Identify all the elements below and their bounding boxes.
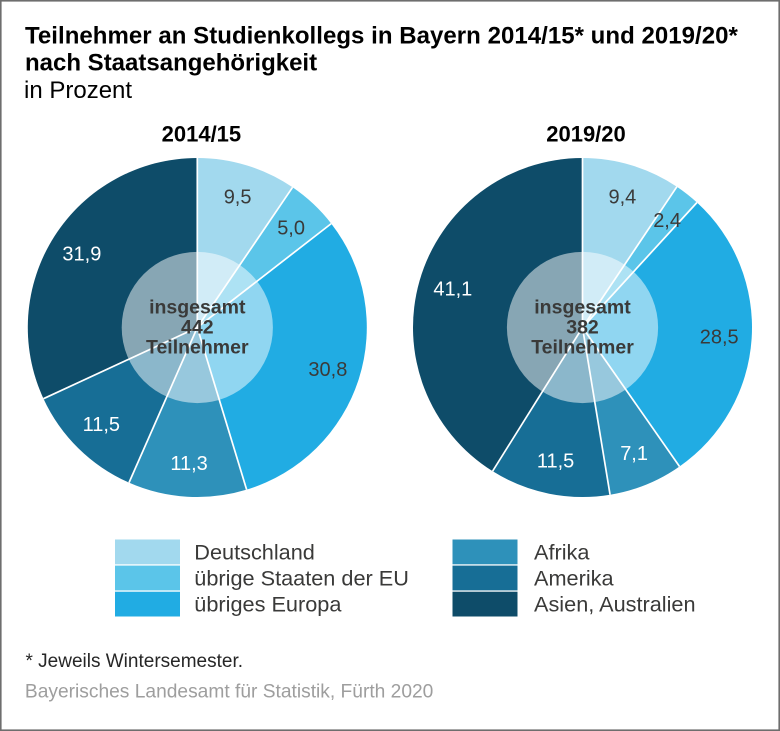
svg-text:2019/20: 2019/20 [546,122,626,147]
svg-text:9,5: 9,5 [224,187,252,209]
svg-text:in Prozent: in Prozent [24,77,132,104]
svg-text:382: 382 [566,317,599,339]
svg-text:Amerika: Amerika [534,566,614,591]
svg-text:Deutschland: Deutschland [194,539,315,564]
svg-text:insgesamt: insgesamt [534,297,631,319]
svg-text:* Jeweils Wintersemester.: * Jeweils Wintersemester. [26,651,244,672]
svg-text:übrige Staaten der EU: übrige Staaten der EU [194,566,409,591]
svg-text:442: 442 [181,317,214,339]
svg-text:30,8: 30,8 [308,359,347,381]
svg-text:7,1: 7,1 [620,443,648,465]
svg-text:2,4: 2,4 [653,210,681,232]
svg-text:Afrika: Afrika [534,539,590,564]
svg-text:Teilnehmer: Teilnehmer [531,337,634,359]
svg-text:Teilnehmer: Teilnehmer [146,337,249,359]
svg-text:2014/15: 2014/15 [162,122,242,147]
svg-text:11,5: 11,5 [83,414,120,436]
svg-text:31,9: 31,9 [62,244,101,266]
svg-text:5,0: 5,0 [277,218,305,240]
svg-text:insgesamt: insgesamt [149,297,246,319]
svg-text:11,5: 11,5 [537,450,574,472]
svg-text:Asien, Australien: Asien, Australien [534,592,696,617]
svg-text:41,1: 41,1 [433,278,472,300]
svg-text:Bayerisches Landesamt für Stat: Bayerisches Landesamt für Statistik, Für… [25,682,433,703]
svg-text:9,4: 9,4 [608,186,636,208]
svg-text:nach Staatsangehörigkeit: nach Staatsangehörigkeit [25,50,317,77]
svg-text:28,5: 28,5 [700,327,739,349]
svg-text:11,3: 11,3 [170,453,207,475]
svg-text:übriges Europa: übriges Europa [194,592,342,617]
svg-text:Teilnehmer an Studienkollegs i: Teilnehmer an Studienkollegs in Bayern 2… [25,23,739,50]
